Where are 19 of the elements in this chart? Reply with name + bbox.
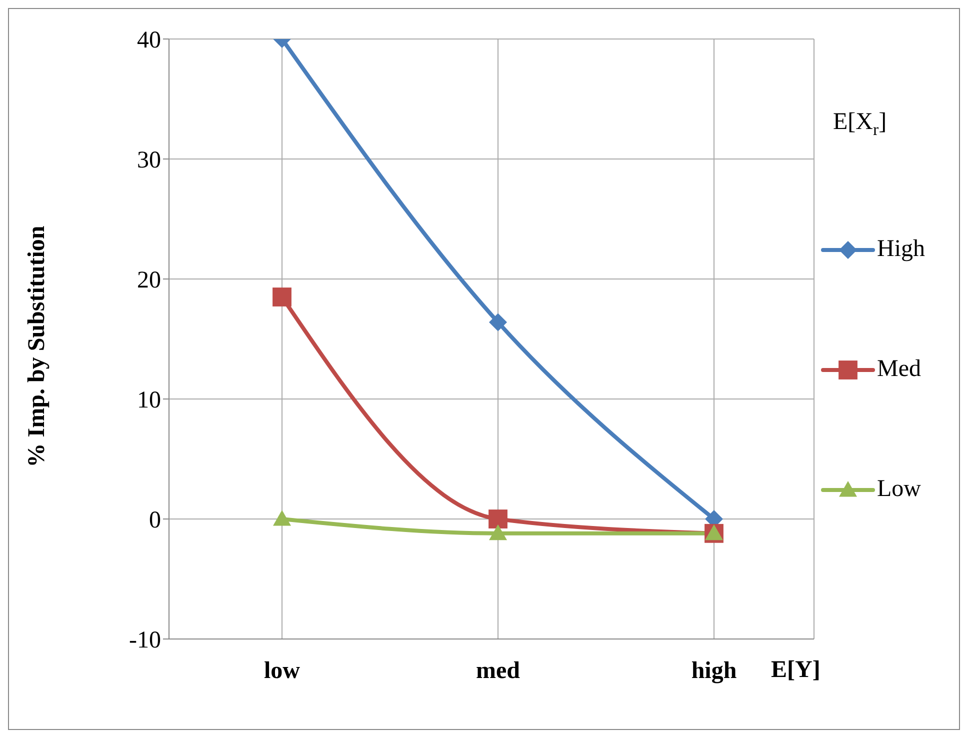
y-tick-label: 0 [149, 508, 161, 534]
legend-label: Med [877, 356, 921, 384]
y-axis-title: % Imp. by Substitution [24, 225, 51, 467]
point [488, 510, 508, 528]
x-tick-label: med [476, 658, 521, 684]
y-tick-label: 30 [137, 148, 161, 174]
point [489, 313, 507, 332]
legend-label: Low [877, 476, 921, 504]
point [273, 510, 291, 526]
legend-title: E[X$_{r}$] [833, 109, 887, 139]
legend-label: High [877, 236, 925, 264]
y-tick-label: -10 [129, 628, 161, 654]
y-tick-label: 10 [137, 388, 161, 414]
x-axis-title: E[Y] [771, 657, 820, 683]
x-tick-label: high [691, 658, 737, 684]
x-tick-label: low [264, 658, 301, 684]
point [489, 524, 507, 540]
y-tick-label: 20 [137, 268, 161, 294]
y-tick-label: 40 [137, 28, 161, 54]
